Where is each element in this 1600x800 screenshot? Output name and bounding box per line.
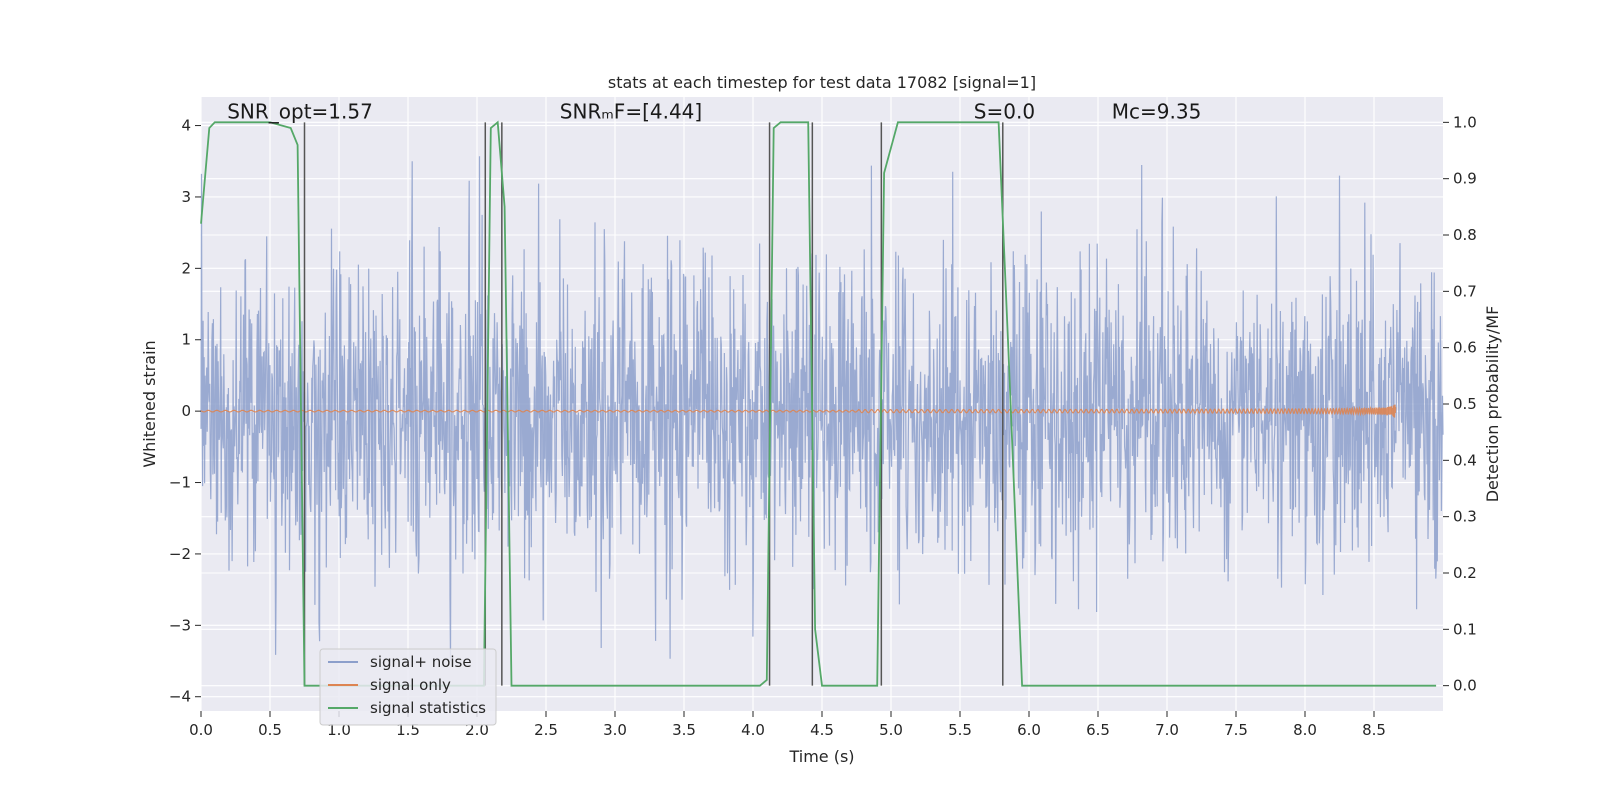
y-axis-right: 0.0 0.1 0.2 0.3 0.4 0.5 0.6 0.7 0.8 0.9 1.0 [1443, 113, 1477, 695]
y-right-tick-label: 1.0 [1453, 113, 1477, 131]
x-tick-label: 3.5 [672, 721, 696, 739]
y-left-tick-label: −2 [169, 545, 191, 563]
x-tick-label: 8.5 [1362, 721, 1386, 739]
y-left-tick-label: −1 [169, 474, 191, 492]
legend-box [319, 648, 497, 726]
signal-only-line [200, 404, 1397, 418]
signal-noise-line [200, 156, 1444, 662]
annotation-2: S=0.0 [974, 99, 1035, 123]
legend: signal+ noise signal only signal statist… [319, 648, 497, 726]
y-left-tick-label: 3 [181, 188, 191, 206]
y-right-tick-label: 0.1 [1453, 620, 1477, 638]
chart-title: stats at each timestep for test data 170… [608, 73, 1036, 92]
y-axis-right-label: Detection probability/MF [1483, 306, 1502, 503]
y-axis-left: −4 −3 −2 −1 0 1 2 3 4 [169, 117, 201, 706]
annotation-0: SNR_opt=1.57 [227, 99, 373, 123]
y-left-tick-label: 0 [181, 402, 191, 420]
x-tick-label: 6.0 [1017, 721, 1041, 739]
x-axis-label: Time (s) [788, 747, 854, 766]
y-right-tick-label: 0.6 [1453, 339, 1477, 357]
y-right-tick-label: 0.0 [1453, 677, 1477, 695]
x-tick-label: 6.5 [1086, 721, 1110, 739]
x-tick-label: 0.0 [189, 721, 213, 739]
y-left-tick-label: −3 [169, 616, 191, 634]
y-right-tick-label: 0.2 [1453, 564, 1477, 582]
annotation-1: SNRₘF=[4.44] [560, 99, 702, 123]
x-tick-label: 5.0 [879, 721, 903, 739]
y-right-tick-label: 0.3 [1453, 508, 1477, 526]
x-tick-label: 7.5 [1224, 721, 1248, 739]
annotation-3: Mᴄ=9.35 [1112, 99, 1202, 123]
y-right-tick-label: 0.4 [1453, 451, 1477, 469]
x-tick-label: 2.5 [534, 721, 558, 739]
series-signal-noise [200, 156, 1444, 662]
legend-label-signal-statistics: signal statistics [370, 699, 486, 717]
signal-statistics-line [200, 120, 1437, 687]
series-signal-only [200, 404, 1397, 418]
annotations: SNR_opt=1.57 SNRₘF=[4.44] S=0.0 Mᴄ=9.35 [227, 99, 1201, 123]
y-axis-left-label: Whitened strain [140, 340, 159, 467]
y-right-tick-label: 0.5 [1453, 395, 1477, 413]
y-left-tick-label: 4 [181, 117, 191, 135]
y-left-tick-label: 1 [181, 331, 191, 349]
legend-label-signal-noise: signal+ noise [370, 653, 472, 671]
y-right-tick-label: 0.9 [1453, 170, 1477, 188]
x-tick-label: 0.5 [258, 721, 282, 739]
x-tick-label: 8.0 [1293, 721, 1317, 739]
y-left-tick-label: 2 [181, 259, 191, 277]
y-left-tick-label: −4 [169, 688, 191, 706]
y-right-tick-label: 0.7 [1453, 282, 1477, 300]
y-right-tick-label: 0.8 [1453, 226, 1477, 244]
x-tick-label: 4.5 [810, 721, 834, 739]
x-tick-label: 4.0 [741, 721, 765, 739]
legend-label-signal-only: signal only [370, 676, 451, 694]
series-signal-statistics [200, 120, 1437, 687]
x-tick-label: 7.0 [1155, 721, 1179, 739]
x-tick-label: 5.5 [948, 721, 972, 739]
x-tick-label: 3.0 [603, 721, 627, 739]
